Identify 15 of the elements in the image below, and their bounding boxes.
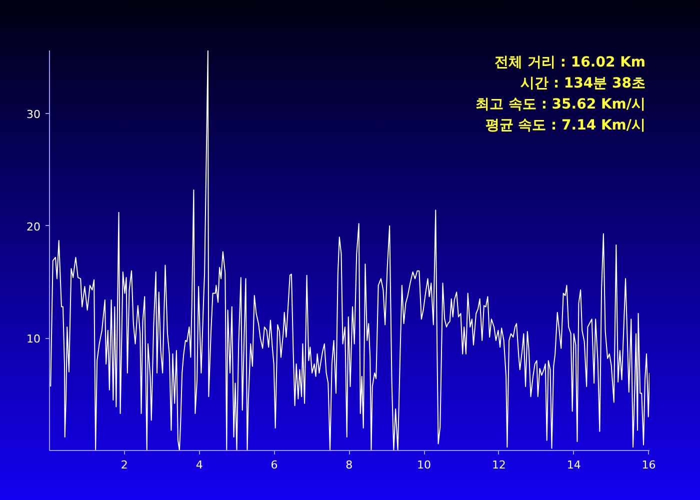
x-tick-label: 10 [417, 458, 432, 472]
x-tick-label: 2 [120, 458, 128, 472]
x-tick-label: 8 [346, 458, 353, 472]
annotation: 전체 거리 : 16.02 Km [494, 54, 646, 70]
annotation: 평균 속도 : 7.14 Km/시 [485, 118, 646, 134]
y-tick-label: 10 [26, 332, 41, 346]
x-tick-label: 6 [270, 458, 278, 472]
annotation: 최고 속도 : 35.62 Km/시 [476, 96, 646, 112]
y-tick-label: 20 [26, 220, 41, 234]
y-tick-label: 30 [26, 108, 41, 122]
x-tick-label: 14 [566, 458, 581, 472]
x-tick-label: 4 [196, 458, 203, 472]
x-tick-label: 12 [492, 458, 506, 472]
annotation: 시간 : 134분 38초 [520, 76, 646, 92]
x-tick-label: 16 [642, 458, 656, 472]
